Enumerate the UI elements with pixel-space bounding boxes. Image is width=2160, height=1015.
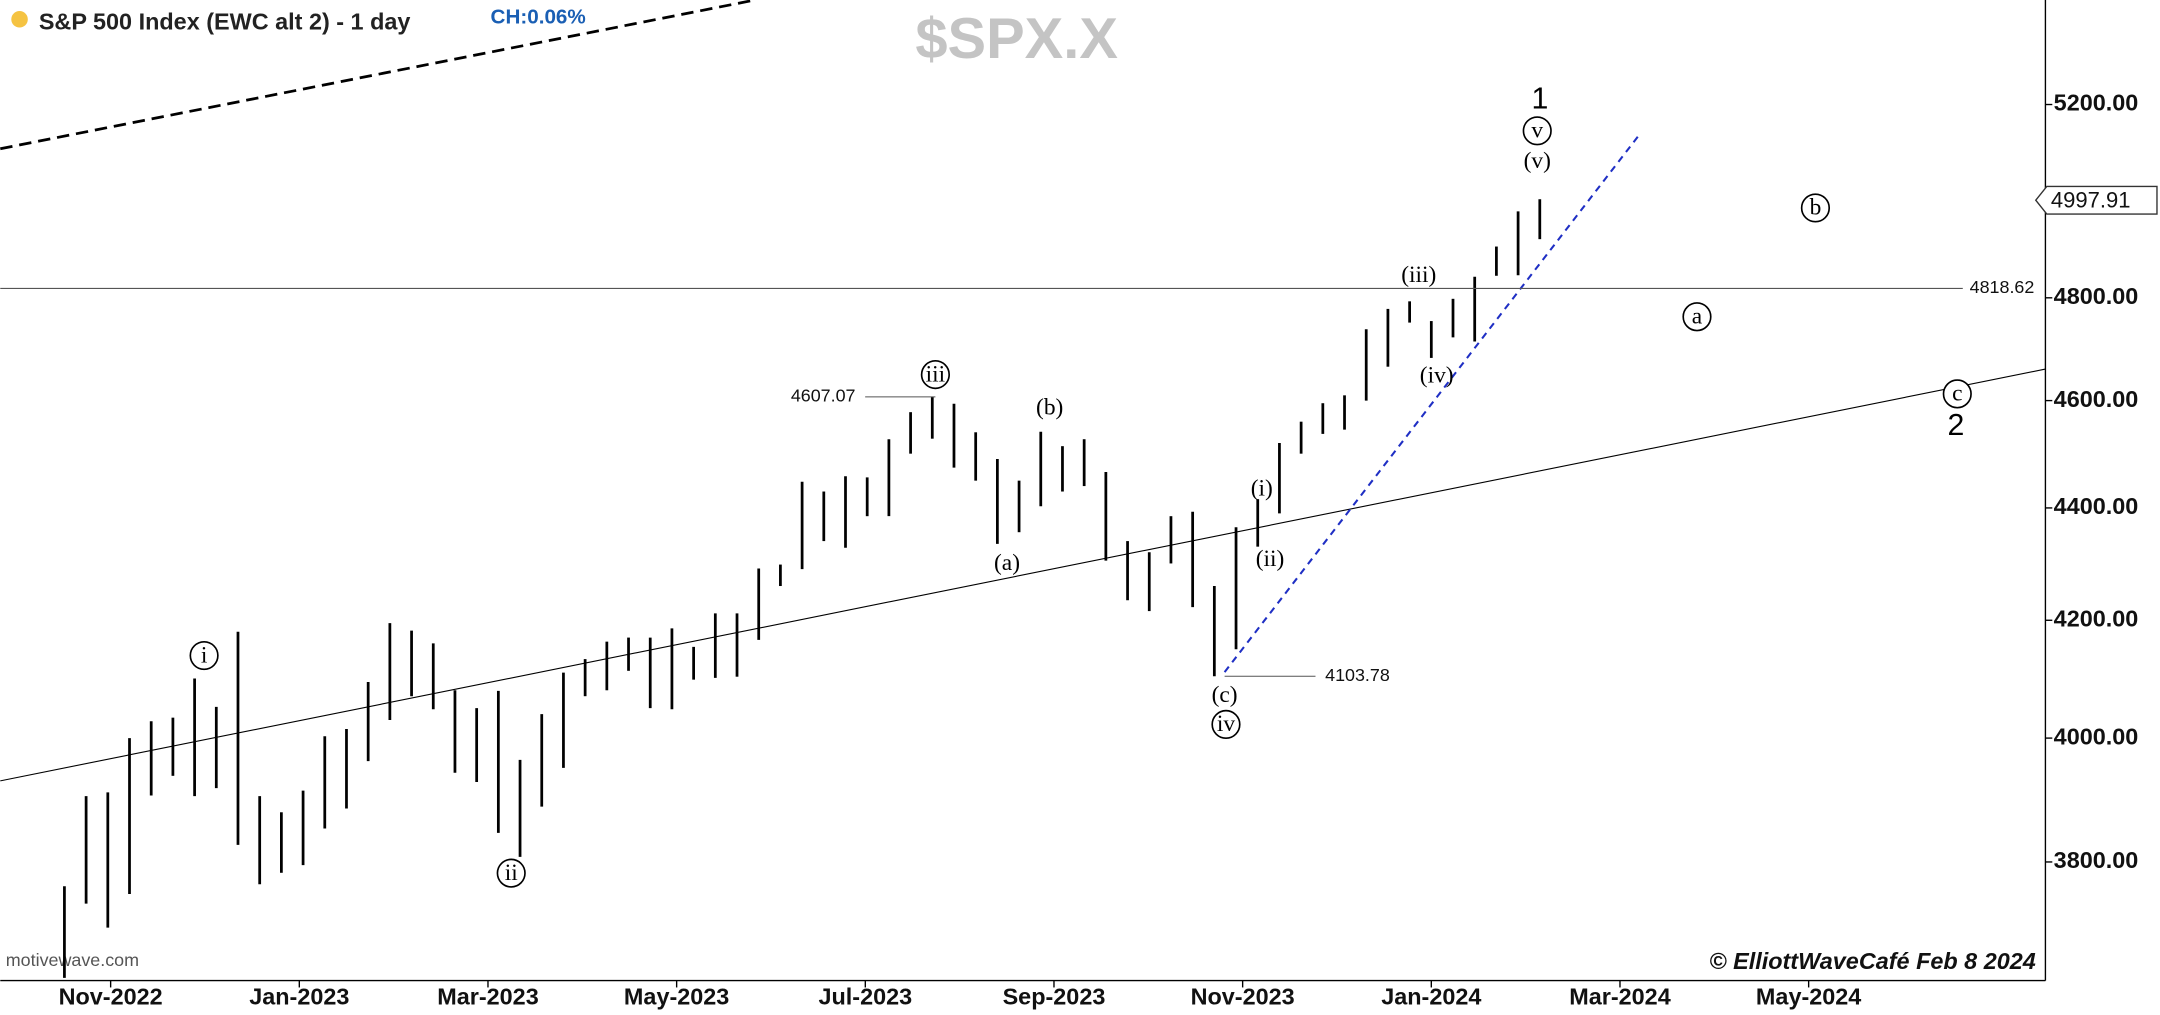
trend-line [0,368,2046,782]
chart-title: S&P 500 Index (EWC alt 2) - 1 day [39,9,411,35]
level-annotation: 4607.07 [791,386,856,406]
y-tick-label: 4400.00 [2054,493,2139,519]
wave-label: (a) [994,550,1020,576]
x-tick-label: Mar-2023 [437,984,538,1010]
watermark: $SPX.X [915,7,1118,71]
price-bars [63,199,1542,978]
wave-label: ii [505,860,519,886]
wave-label: 2 [1947,409,1964,442]
wave-circle [1211,709,1241,740]
y-tick-label: 3800.00 [2054,847,2139,873]
wave-label: iv [1217,711,1236,737]
change-label: CH:0.06% [491,5,586,28]
wave-circle [189,640,219,671]
last-price-label: 4997.91 [2051,187,2131,212]
wave-circle [1522,116,1552,146]
x-tick-label: Jul-2023 [818,984,912,1010]
wave-label: (iii) [1401,262,1436,288]
wave-circle [1942,379,1972,409]
wave-label: v [1531,118,1543,144]
wave-circle [496,858,526,888]
source: motivewave.com [6,950,139,970]
wave-label: (c) [1212,682,1238,708]
x-tick-label: May-2023 [624,984,729,1010]
wave-label: (iv) [1420,363,1454,389]
wave-circle [1682,302,1712,332]
channel-line [0,0,756,151]
y-tick-label: 4200.00 [2054,605,2139,631]
y-tick-label: 4000.00 [2054,723,2139,749]
last-price-box [2034,185,2158,215]
status-dot [11,11,28,28]
wave-label: c [1952,381,1962,407]
wave-label: a [1692,304,1703,330]
wave-label: i [201,642,208,668]
level-label: 4818.62 [1970,277,2035,297]
wave-circle [1800,193,1831,223]
x-tick-label: Jan-2023 [249,984,349,1010]
x-tick-label: Nov-2023 [1191,984,1295,1010]
wave-label: (v) [1524,148,1551,174]
credit: © ElliottWaveCafé Feb 8 2024 [1709,948,2035,974]
support-line [1223,134,1640,673]
y-tick-label: 4600.00 [2054,386,2139,412]
wave-label: iii [926,361,946,387]
x-tick-label: Sep-2023 [1003,984,1106,1010]
x-tick-label: Mar-2024 [1569,984,1671,1010]
wave-label: (b) [1036,394,1063,420]
y-tick-label: 5200.00 [2054,90,2139,116]
wave-circle [920,360,950,390]
x-tick-label: May-2024 [1756,984,1861,1010]
y-tick-label: 4800.00 [2054,283,2139,309]
wave-label: 1 [1532,83,1549,116]
level-annotation: 4103.78 [1325,665,1390,685]
x-tick-label: Jan-2024 [1381,984,1481,1010]
wave-label: (ii) [1256,546,1285,572]
wave-label: b [1810,195,1822,221]
wave-label: (i) [1251,476,1273,502]
x-tick-label: Nov-2022 [59,984,163,1010]
